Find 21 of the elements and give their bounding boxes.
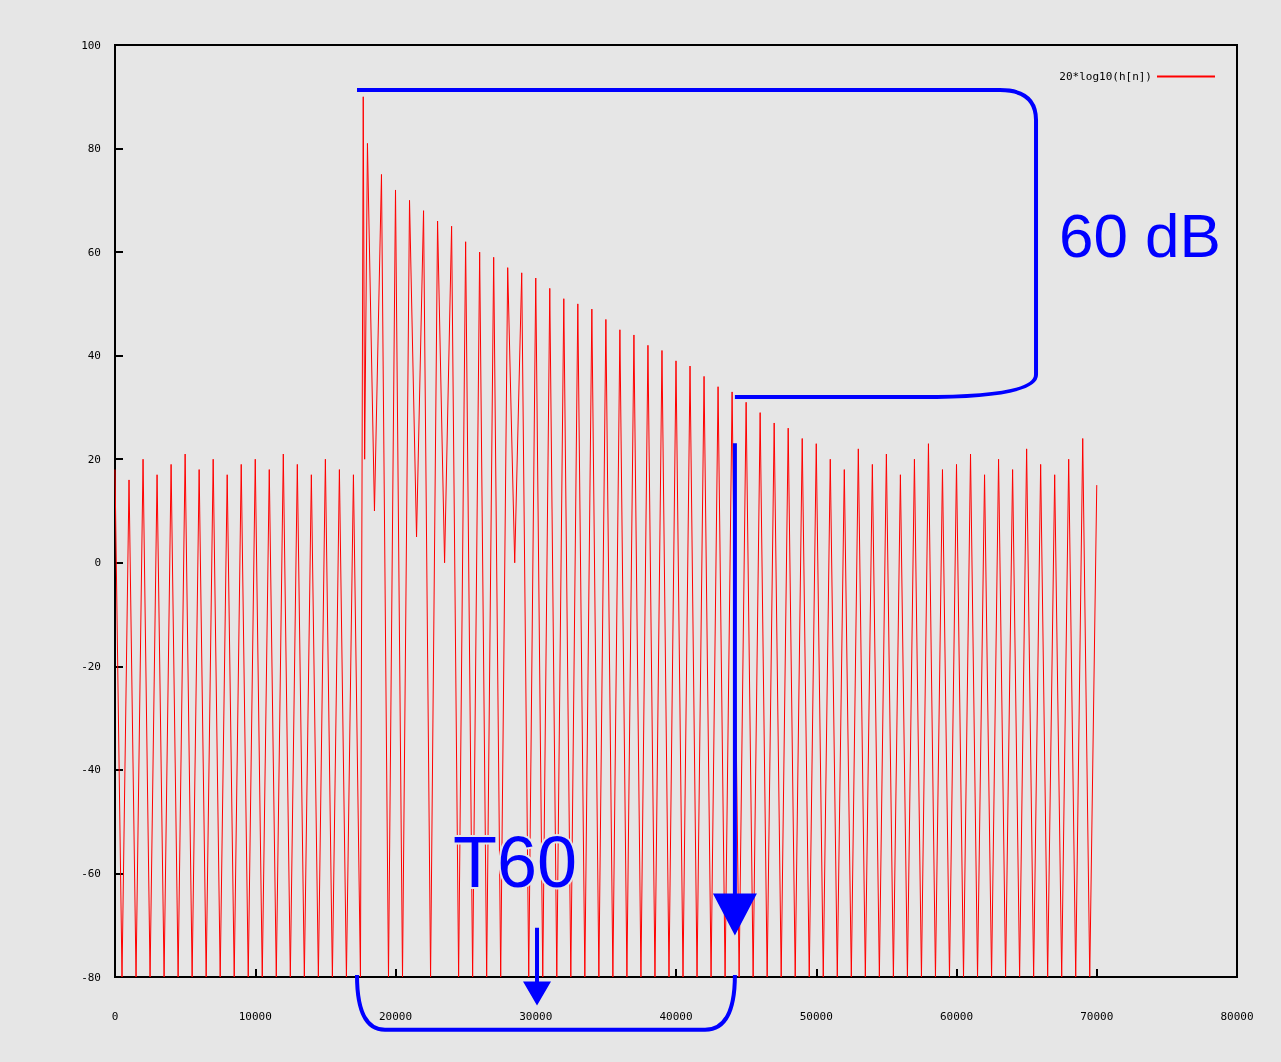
- x-tick-label: 20000: [378, 1010, 413, 1023]
- x-tick-label: 80000: [1220, 1010, 1254, 1023]
- y-tick-label: 100: [81, 38, 101, 52]
- x-tick-label: 50000: [799, 1010, 833, 1023]
- y-tick-label: -40: [81, 763, 101, 777]
- x-tick-label: 70000: [1080, 1010, 1114, 1023]
- y-tick-label: -20: [81, 659, 101, 673]
- y-tick-label: 80: [87, 142, 101, 156]
- y-tick-label: 60: [87, 245, 101, 259]
- y-tick-label: 20: [87, 452, 101, 466]
- text: 20*log10(h[n]): [1059, 70, 1152, 84]
- x-tick-label: 10000: [238, 1010, 272, 1023]
- y-tick-label: -60: [81, 866, 101, 880]
- x-tick-label: 30000: [519, 1010, 553, 1023]
- annotation: 60 dB: [1058, 200, 1221, 270]
- x-tick-label: 0: [111, 1010, 119, 1023]
- y-tick-label: -80: [81, 970, 101, 984]
- y-tick-label: 40: [87, 349, 101, 363]
- x-tick-label: 60000: [939, 1010, 974, 1023]
- x-tick-label: 40000: [659, 1010, 693, 1023]
- y-tick-label: 0: [94, 556, 101, 570]
